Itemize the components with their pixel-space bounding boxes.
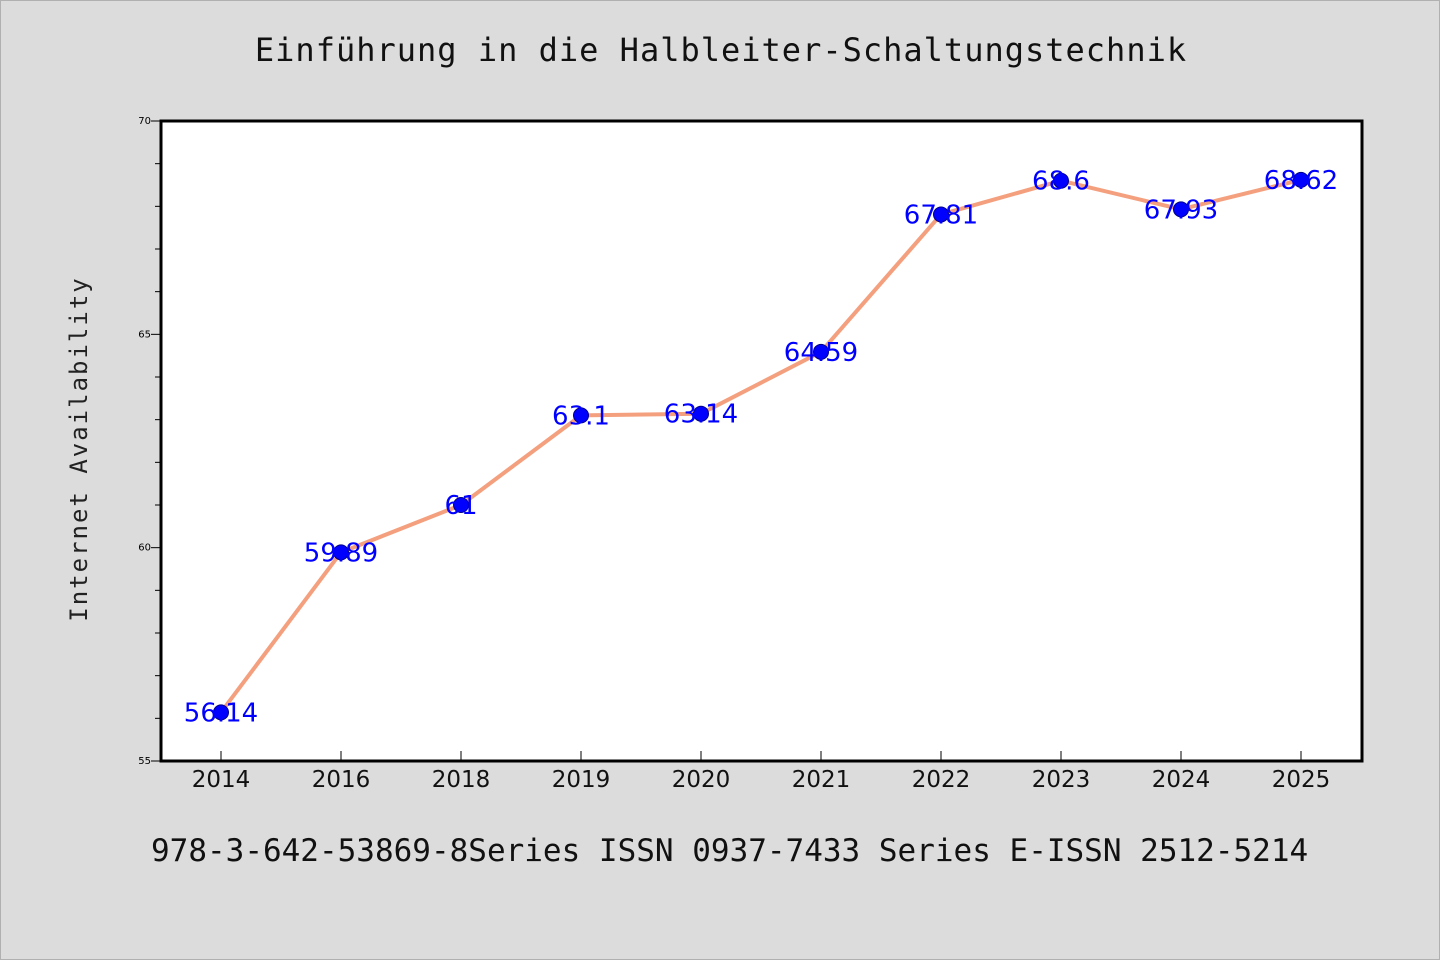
data-point xyxy=(1053,172,1069,189)
y-tick-label: 60 xyxy=(138,543,151,554)
y-axis-ticks: 55 60 65 70 xyxy=(138,116,151,767)
data-point xyxy=(1173,201,1189,218)
data-label: 56.14 xyxy=(184,698,258,728)
data-label: 63.14 xyxy=(664,400,738,430)
isbn-issn-footer: 978-3-642-53869-8Series ISSN 0937-7433 S… xyxy=(151,833,1309,869)
x-tick-label: 2019 xyxy=(552,767,611,793)
data-label: 67.93 xyxy=(1144,195,1218,225)
y-tick-label: 70 xyxy=(138,116,151,127)
data-point xyxy=(933,206,949,223)
data-label: 68.62 xyxy=(1264,166,1338,196)
data-point xyxy=(213,704,229,721)
data-label: 63.1 xyxy=(552,401,610,431)
data-label: 67.81 xyxy=(904,200,978,230)
data-point xyxy=(813,343,829,360)
data-label: 64.59 xyxy=(784,338,858,368)
plot-area xyxy=(161,121,1362,761)
x-tick-label: 2018 xyxy=(432,767,491,793)
x-tick-label: 2022 xyxy=(912,767,971,793)
x-tick-label: 2024 xyxy=(1152,767,1211,793)
y-axis-label: Internet Availability xyxy=(65,276,93,621)
x-tick-label: 2025 xyxy=(1272,767,1331,793)
x-tick-label: 2023 xyxy=(1032,767,1091,793)
data-point xyxy=(573,407,589,424)
x-axis-ticks: 2014 2016 2018 2019 2020 2021 2022 2023 2024 2025 xyxy=(192,751,1331,793)
data-point xyxy=(1293,171,1309,188)
data-label: 59.89 xyxy=(304,538,378,568)
x-tick-label: 2016 xyxy=(312,767,371,793)
data-point xyxy=(693,405,709,422)
series-line xyxy=(219,177,1303,715)
x-tick-label: 2020 xyxy=(672,767,731,793)
data-point xyxy=(333,544,349,561)
data-labels: 56.14 59.89 61 63.1 63.14 64.59 67.81 68.6 67.93… xyxy=(184,166,1338,728)
x-tick-label: 2021 xyxy=(792,767,851,793)
plot-frame xyxy=(159,119,1364,763)
data-label: 61 xyxy=(444,491,477,521)
data-point xyxy=(453,497,469,513)
chart-title: Einführung in die Halbleiter-Schaltungst… xyxy=(254,31,1188,69)
y-tick-label: 65 xyxy=(138,329,151,340)
x-tick-label: 2014 xyxy=(192,767,251,793)
y-tick-label: 55 xyxy=(138,756,151,767)
data-label: 68.6 xyxy=(1032,167,1090,197)
data-markers xyxy=(213,171,1309,721)
